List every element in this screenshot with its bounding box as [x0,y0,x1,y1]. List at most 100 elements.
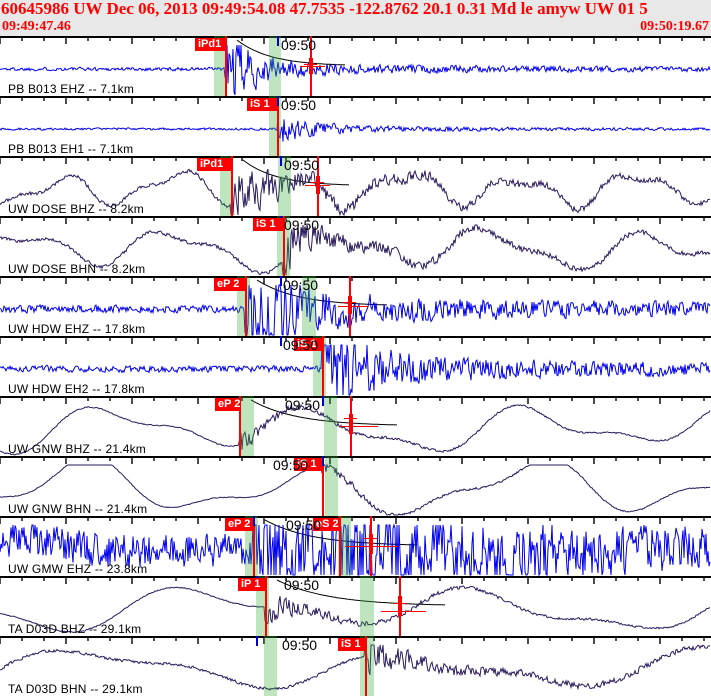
trace-row[interactable]: iS 1 09:50 PB B013 EH1 -- 7.1km [0,96,711,156]
trace-row[interactable]: iS 1 09:50 UW HDW EH2 -- 17.8km [0,336,711,396]
minute-time-label: 09:50 [283,277,319,293]
highlight-band [269,36,281,96]
coda-cross-mark [393,603,406,604]
coda-amplitude-bar [347,296,352,314]
waveform-plot[interactable] [0,96,711,156]
minute-time-label: 09:50 [284,217,320,233]
pick-label[interactable]: eP 2 [214,278,245,291]
pick-label[interactable]: iPd1 [197,158,231,171]
waveform-plot[interactable] [0,156,711,216]
coda-amplitude-line [338,306,368,307]
pick-marker-line[interactable] [231,156,233,216]
pick-marker-line[interactable] [277,96,279,156]
highlight-band [214,36,227,96]
minute-tick [253,516,255,526]
channel-label: PB B013 EH1 -- 7.1km [8,142,134,156]
trace-row[interactable]: iP 1 09:50 TA D03D BHZ -- 29.1km [0,576,711,636]
pick-marker-line[interactable] [322,456,324,516]
pick-label[interactable]: eS 2 [313,518,339,531]
highlight-band [220,156,233,216]
pick-label[interactable]: iS 1 [294,338,322,351]
trace-panel: iPd1 09:50 PB B013 EHZ -- 7.1km iS 1 09:50 PB… [0,36,711,698]
waveform-plot[interactable] [0,276,711,336]
window-end-time: 09:50:19.67 [640,19,709,34]
pick-marker-line[interactable] [322,336,324,396]
event-header-title: 60645986 UW Dec 06, 2013 09:49:54.08 47.… [1,0,648,18]
minute-tick [280,276,282,286]
coda-cross-mark [311,182,324,183]
pick-label[interactable]: eP 2 [215,398,240,411]
minute-time-label: 09:50 [285,397,321,413]
trace-row[interactable]: iS 1 09:50 TA D03D BHN -- 29.1km [0,636,711,696]
pick-marker-line[interactable] [365,636,367,696]
coda-cross-mark [343,302,356,303]
minute-tick [280,336,282,346]
pick-marker-line[interactable] [283,216,285,276]
waveform-plot[interactable] [0,576,711,636]
channel-label: UW DOSE BHZ -- 8.2km [8,202,145,216]
waveform-plot[interactable] [0,396,711,456]
window-start-time: 09:49:47.46 [2,19,71,34]
coda-amplitude-bar [308,58,313,74]
trace-row[interactable]: iPd1 09:50 UW DOSE BHZ -- 8.2km [0,156,711,216]
highlight-band [324,396,337,456]
event-header-bar: 60645986 UW Dec 06, 2013 09:49:54.08 47.… [0,0,711,19]
pick-marker-line[interactable] [245,276,247,336]
pick-label[interactable]: iS 1 [338,638,365,651]
channel-label: UW GNW BHZ -- 21.4km [8,442,146,456]
pick-marker-line[interactable] [339,516,341,576]
minute-time-label: 09:50 [284,157,320,173]
minute-time-label: 09:50 [283,337,319,353]
highlight-band [264,636,277,696]
minute-time-label: 09:50 [282,637,318,653]
minute-tick [256,636,258,646]
highlight-band [325,456,338,516]
channel-label: TA D03D BHZ -- 29.1km [8,622,142,636]
coda-amplitude-line [300,66,325,67]
pick-label[interactable]: iS 1 [294,458,322,471]
coda-cross-mark [344,418,357,419]
minute-tick [277,36,279,46]
waveform-plot[interactable] [0,336,711,396]
minute-tick [322,456,324,466]
pick-label[interactable]: eP 2 [225,518,253,531]
channel-label: TA D03D BHN -- 29.1km [8,682,143,696]
trace-row[interactable]: eP 2 eS 2 09:50 UW GMW EHZ -- 23.8km [0,516,711,576]
pick-marker-line[interactable] [253,516,255,576]
highlight-band [245,516,258,576]
trace-row[interactable]: eP 2 09:50 UW HDW EHZ -- 17.8km [0,276,711,336]
channel-label: UW DOSE BHN -- 8.2km [8,262,146,276]
pick-label[interactable]: iP 1 [238,578,265,591]
coda-amplitude-bar [397,596,402,616]
pick-marker-line[interactable] [225,36,227,96]
trace-row[interactable]: iS 1 09:50 UW DOSE BHN -- 8.2km [0,216,711,276]
highlight-band [302,276,316,336]
coda-cross-mark [304,64,317,65]
minute-time-label: 09:50 [286,517,322,533]
pick-marker-line[interactable] [239,396,241,456]
minute-time-label: 09:50 [281,37,317,53]
minute-tick [280,156,282,166]
pick-label[interactable]: iS 1 [253,218,283,231]
trace-row[interactable]: iS 1 09:50 UW GNW BHN -- 21.4km [0,456,711,516]
waveform-plot[interactable] [0,456,711,516]
channel-label: UW HDW EHZ -- 17.8km [8,322,146,336]
pick-label[interactable]: iPd1 [195,38,225,51]
trace-row[interactable]: eP 2 09:50 UW GNW BHZ -- 21.4km [0,396,711,456]
time-window-bar: 09:49:47.46 09:50:19.67 [0,19,711,36]
highlight-band [240,396,254,456]
waveform-plot[interactable] [0,216,711,276]
coda-amplitude-line [340,426,378,427]
waveform-plot[interactable] [0,636,711,696]
minute-tick [322,396,324,406]
channel-label: UW GNW BHN -- 21.4km [8,502,148,516]
highlight-band [360,636,374,696]
channel-label: UW HDW EH2 -- 17.8km [8,382,145,396]
pick-label[interactable]: iS 1 [247,98,277,111]
pick-marker-line[interactable] [265,576,267,636]
minute-time-label: 09:50 [281,97,317,113]
minute-time-label: 09:50 [273,457,309,473]
waveform-plot[interactable] [0,516,711,576]
trace-row[interactable]: iPd1 09:50 PB B013 EHZ -- 7.1km [0,36,711,96]
highlight-band [360,576,374,636]
